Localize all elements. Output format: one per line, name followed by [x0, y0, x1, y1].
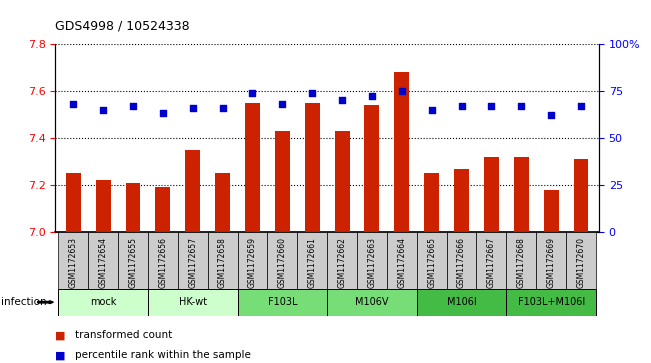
Text: F103L+M106I: F103L+M106I — [518, 297, 585, 307]
Text: GSM1172654: GSM1172654 — [98, 237, 107, 288]
Bar — [514, 157, 529, 232]
Text: GDS4998 / 10524338: GDS4998 / 10524338 — [55, 20, 190, 33]
Bar — [59, 232, 88, 289]
Bar — [238, 232, 268, 289]
Bar — [298, 232, 327, 289]
Text: GSM1172666: GSM1172666 — [457, 237, 466, 288]
Point — [277, 101, 288, 107]
Bar — [126, 183, 141, 232]
Text: GSM1172669: GSM1172669 — [547, 237, 556, 288]
Bar — [506, 289, 596, 316]
Bar — [365, 105, 380, 232]
Bar — [417, 232, 447, 289]
Bar — [96, 180, 111, 232]
Bar — [477, 232, 506, 289]
Text: F103L: F103L — [268, 297, 297, 307]
Text: ■: ■ — [55, 350, 66, 360]
Point — [426, 107, 437, 113]
Bar — [454, 168, 469, 232]
Point — [396, 88, 407, 94]
Bar — [335, 131, 350, 232]
Text: M106V: M106V — [355, 297, 389, 307]
Bar — [417, 289, 506, 316]
Text: GSM1172665: GSM1172665 — [427, 237, 436, 288]
Bar — [88, 232, 118, 289]
Bar — [447, 232, 477, 289]
Text: HK-wt: HK-wt — [178, 297, 207, 307]
Bar — [327, 232, 357, 289]
Text: GSM1172660: GSM1172660 — [278, 237, 287, 288]
Text: GSM1172655: GSM1172655 — [128, 237, 137, 288]
Bar — [327, 289, 417, 316]
Point — [187, 105, 198, 111]
Text: GSM1172670: GSM1172670 — [577, 237, 585, 288]
Point — [68, 101, 79, 107]
Text: GSM1172653: GSM1172653 — [69, 237, 77, 288]
Point — [575, 103, 586, 109]
Bar — [357, 232, 387, 289]
Bar — [387, 232, 417, 289]
Text: M106I: M106I — [447, 297, 477, 307]
Point — [486, 103, 497, 109]
Bar — [186, 150, 201, 232]
Text: mock: mock — [90, 297, 117, 307]
Bar — [156, 187, 171, 232]
Bar — [484, 157, 499, 232]
Bar — [574, 159, 589, 232]
Text: GSM1172659: GSM1172659 — [248, 237, 257, 288]
Text: GSM1172657: GSM1172657 — [188, 237, 197, 288]
Bar — [275, 131, 290, 232]
Bar — [566, 232, 596, 289]
Bar — [395, 72, 409, 232]
Bar — [59, 289, 148, 316]
Point — [456, 103, 467, 109]
Text: GSM1172668: GSM1172668 — [517, 237, 526, 288]
Bar — [506, 232, 536, 289]
Point — [307, 90, 318, 95]
Point — [128, 103, 138, 109]
Point — [98, 107, 108, 113]
Point — [367, 94, 377, 99]
Bar — [148, 289, 238, 316]
Point — [158, 110, 168, 116]
Text: GSM1172656: GSM1172656 — [158, 237, 167, 288]
Bar — [544, 190, 559, 232]
Text: GSM1172664: GSM1172664 — [397, 237, 406, 288]
Bar — [118, 232, 148, 289]
Point — [247, 90, 258, 95]
Point — [217, 105, 228, 111]
Bar — [305, 102, 320, 232]
Point — [516, 103, 527, 109]
Bar — [536, 232, 566, 289]
Text: infection: infection — [1, 297, 47, 307]
Text: GSM1172661: GSM1172661 — [308, 237, 316, 288]
Text: ■: ■ — [55, 330, 66, 340]
Bar — [178, 232, 208, 289]
Bar — [238, 289, 327, 316]
Text: GSM1172658: GSM1172658 — [218, 237, 227, 288]
Bar — [268, 232, 298, 289]
Text: transformed count: transformed count — [75, 330, 172, 340]
Bar — [208, 232, 238, 289]
Point — [546, 113, 557, 118]
Text: GSM1172667: GSM1172667 — [487, 237, 496, 288]
Text: GSM1172663: GSM1172663 — [367, 237, 376, 288]
Bar — [424, 173, 439, 232]
Point — [337, 97, 347, 103]
Bar — [66, 173, 81, 232]
Bar — [245, 102, 260, 232]
Text: percentile rank within the sample: percentile rank within the sample — [75, 350, 251, 360]
Bar — [215, 173, 230, 232]
Text: GSM1172662: GSM1172662 — [338, 237, 346, 288]
Bar — [148, 232, 178, 289]
